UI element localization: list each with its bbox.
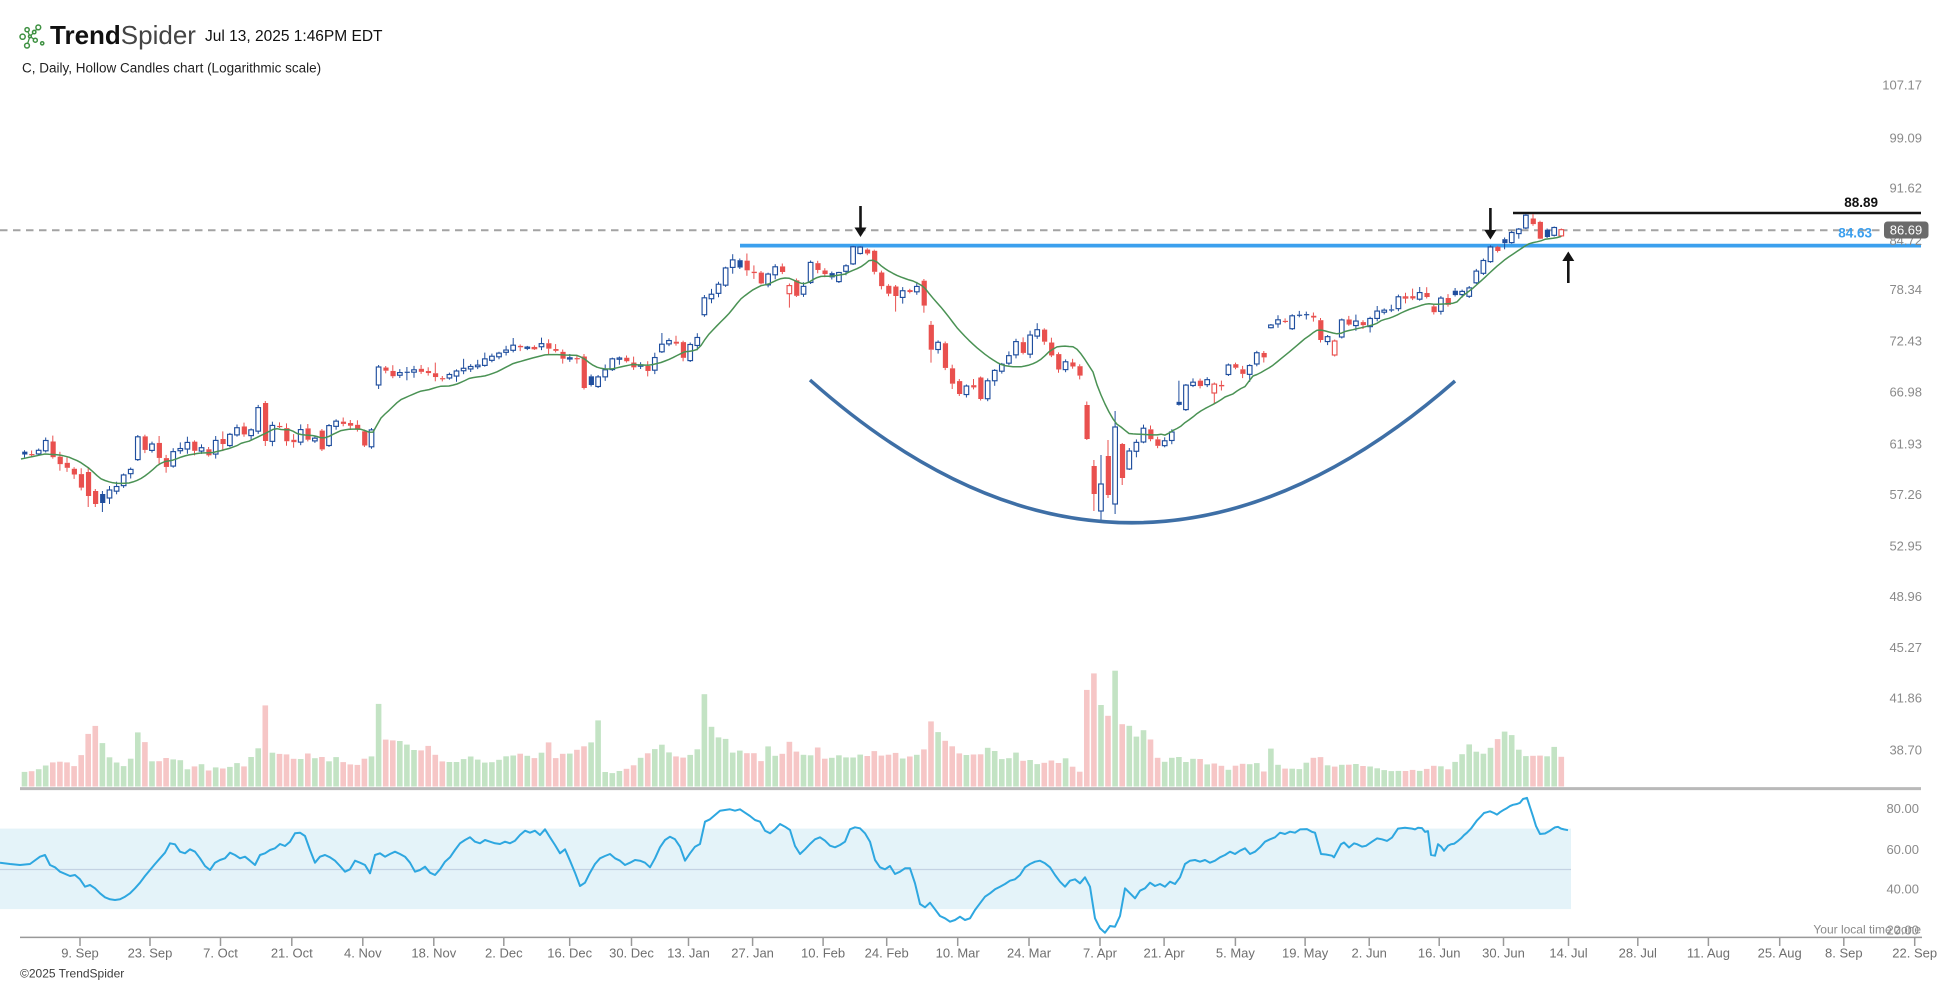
svg-text:60.00: 60.00 — [1886, 842, 1919, 857]
svg-text:78.34: 78.34 — [1889, 282, 1922, 297]
svg-text:4. Nov: 4. Nov — [344, 946, 382, 961]
svg-text:66.98: 66.98 — [1889, 385, 1922, 400]
svg-text:©2025 TrendSpider: ©2025 TrendSpider — [20, 967, 124, 981]
svg-text:86.69: 86.69 — [1890, 222, 1923, 237]
svg-text:61.93: 61.93 — [1889, 437, 1922, 452]
svg-text:41.86: 41.86 — [1889, 690, 1922, 705]
svg-text:11. Aug: 11. Aug — [1687, 946, 1730, 961]
svg-text:48.96: 48.96 — [1889, 589, 1922, 604]
svg-text:14. Jul: 14. Jul — [1549, 946, 1587, 961]
svg-text:99.09: 99.09 — [1889, 130, 1922, 145]
svg-text:18. Nov: 18. Nov — [411, 946, 456, 961]
svg-text:28. Jul: 28. Jul — [1619, 946, 1657, 961]
svg-text:10. Feb: 10. Feb — [801, 946, 845, 961]
svg-text:22. Sep: 22. Sep — [1892, 946, 1937, 961]
svg-text:45.27: 45.27 — [1889, 640, 1922, 655]
svg-text:21. Oct: 21. Oct — [271, 946, 313, 961]
svg-text:20.00: 20.00 — [1886, 923, 1919, 938]
svg-text:91.62: 91.62 — [1889, 181, 1922, 196]
svg-text:38.70: 38.70 — [1889, 742, 1922, 757]
svg-text:57.26: 57.26 — [1889, 487, 1922, 502]
svg-text:23. Sep: 23. Sep — [128, 946, 173, 961]
svg-text:88.89: 88.89 — [1844, 195, 1878, 210]
svg-text:TrendSpider: TrendSpider — [50, 20, 196, 50]
svg-text:16. Jun: 16. Jun — [1418, 946, 1461, 961]
svg-text:25. Aug: 25. Aug — [1758, 946, 1802, 961]
svg-text:13. Jan: 13. Jan — [667, 946, 710, 961]
svg-text:24. Feb: 24. Feb — [865, 946, 909, 961]
svg-text:107.17: 107.17 — [1882, 78, 1922, 93]
svg-text:84.63: 84.63 — [1838, 226, 1872, 241]
svg-text:2. Jun: 2. Jun — [1351, 946, 1386, 961]
svg-text:C, Daily, Hollow Candles chart: C, Daily, Hollow Candles chart (Logarith… — [22, 61, 321, 76]
svg-text:30. Dec: 30. Dec — [609, 946, 654, 961]
svg-text:2. Dec: 2. Dec — [485, 946, 523, 961]
svg-text:52.95: 52.95 — [1889, 539, 1922, 554]
svg-text:16. Dec: 16. Dec — [547, 946, 592, 961]
svg-text:5. May: 5. May — [1216, 946, 1256, 961]
svg-text:80.00: 80.00 — [1886, 801, 1919, 816]
svg-text:30. Jun: 30. Jun — [1482, 946, 1525, 961]
svg-text:10. Mar: 10. Mar — [936, 946, 981, 961]
svg-text:7. Oct: 7. Oct — [203, 946, 238, 961]
svg-text:9. Sep: 9. Sep — [61, 946, 99, 961]
svg-text:19. May: 19. May — [1282, 946, 1329, 961]
svg-text:21. Apr: 21. Apr — [1143, 946, 1185, 961]
svg-text:40.00: 40.00 — [1886, 882, 1919, 897]
svg-text:7. Apr: 7. Apr — [1083, 946, 1118, 961]
svg-text:Your local time zone: Your local time zone — [1813, 923, 1921, 937]
svg-text:72.43: 72.43 — [1889, 333, 1922, 348]
svg-text:27. Jan: 27. Jan — [731, 946, 774, 961]
svg-text:8. Sep: 8. Sep — [1825, 946, 1863, 961]
svg-text:24. Mar: 24. Mar — [1007, 946, 1052, 961]
svg-text:Jul 13, 2025 1:46PM EDT: Jul 13, 2025 1:46PM EDT — [205, 28, 383, 45]
